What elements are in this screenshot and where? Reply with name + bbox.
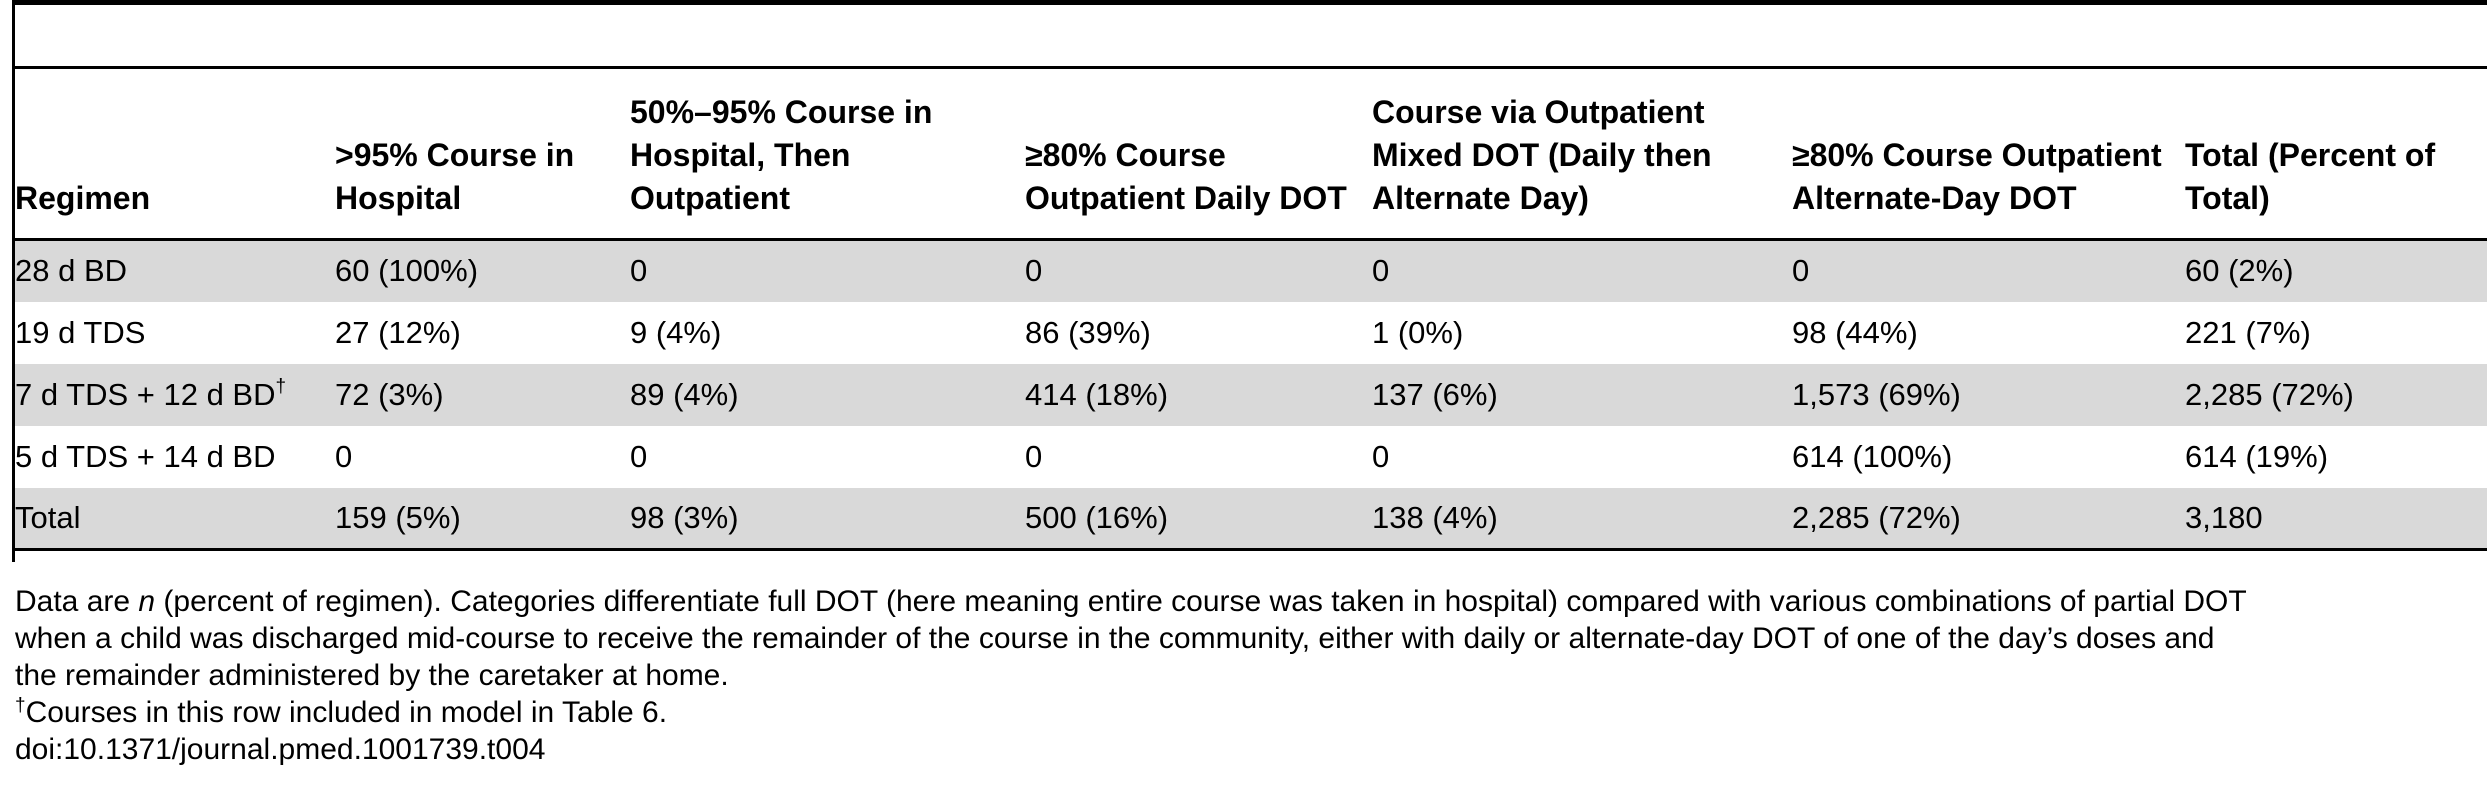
table-cell: 3,180	[2185, 499, 2263, 535]
header-outpatient-daily-dot: ≥80% Course Outpatient Daily DOT	[1025, 137, 1347, 216]
table-row: 5 d TDS + 14 d BD 0 0 0 0 614 (100%) 614…	[15, 426, 2487, 488]
table-cell: 60 (100%)	[335, 253, 479, 289]
header-total: Total (Percent of Total)	[2185, 137, 2436, 216]
doi-link[interactable]: doi:10.1371/journal.pmed.1001739.t004	[15, 733, 546, 766]
header-outpatient-alternate-day-dot: ≥80% Course Outpatient Alternate-Day DOT	[1792, 137, 2162, 216]
table-cell: 60 (2%)	[2185, 253, 2294, 289]
table-cell: 89 (4%)	[630, 376, 739, 412]
table-cell: 614 (19%)	[2185, 438, 2329, 474]
notes-text: Data are	[15, 585, 139, 618]
table-cell: 9 (4%)	[630, 314, 722, 350]
table-header: Regimen >95% Course in Hospital 50%–95% …	[15, 67, 2487, 240]
table-cell: 0	[1025, 438, 1043, 474]
regimen-table: Regimen >95% Course in Hospital 50%–95% …	[15, 66, 2487, 551]
table-cell: 159 (5%)	[335, 499, 461, 535]
table-row: 19 d TDS 27 (12%) 9 (4%) 86 (39%) 1 (0%)…	[15, 302, 2487, 364]
left-border	[12, 0, 15, 562]
regimen-cell: 19 d TDS	[15, 302, 335, 364]
table-cell: 2,285 (72%)	[1792, 499, 1961, 535]
regimen-label: Total	[15, 499, 81, 535]
table-cell: 0	[1792, 253, 1810, 289]
table-cell: 0	[1372, 438, 1390, 474]
table-cell: 614 (100%)	[1792, 438, 1953, 474]
notes-text: (percent of regimen). Categories differe…	[155, 585, 2247, 618]
table-cell: 414 (18%)	[1025, 376, 1169, 412]
table-cell: 98 (44%)	[1792, 314, 1918, 350]
regimen-cell: 28 d BD	[15, 240, 335, 302]
table-cell: 86 (39%)	[1025, 314, 1151, 350]
table-cell: 221 (7%)	[2185, 314, 2311, 350]
table-row: 7 d TDS + 12 d BD† 72 (3%) 89 (4%) 414 (…	[15, 363, 2487, 426]
notes-line-3: the remainder administered by the careta…	[15, 659, 729, 692]
table-cell: 0	[630, 253, 648, 289]
footnote: †Courses in this row included in model i…	[15, 694, 2487, 731]
notes-line-1: Data are n (percent of regimen). Categor…	[15, 583, 2487, 620]
regimen-cell: 7 d TDS + 12 d BD†	[15, 364, 335, 426]
table-cell: 2,285 (72%)	[2185, 376, 2354, 412]
footnote-text: Courses in this row included in model in…	[25, 696, 668, 729]
regimen-label: 5 d TDS + 14 d BD	[15, 438, 276, 474]
table-notes: Data are n (percent of regimen). Categor…	[15, 583, 2487, 768]
table-container: Regimen >95% Course in Hospital 50%–95% …	[15, 66, 2487, 551]
top-border	[12, 0, 2487, 5]
table-row: 28 d BD 60 (100%) 0 0 0 0 60 (2%)	[15, 239, 2487, 302]
table-cell: 1,573 (69%)	[1792, 376, 1961, 412]
footnote-dagger: †	[15, 695, 26, 716]
header-in-hospital: >95% Course in Hospital	[335, 137, 575, 216]
header-hospital-then-outpatient: 50%–95% Course in Hospital, Then Outpati…	[630, 94, 933, 216]
regimen-label: 7 d TDS + 12 d BD	[15, 376, 276, 412]
table-cell: 72 (3%)	[335, 376, 444, 412]
table-cell: 0	[630, 438, 648, 474]
table-cell: 0	[1372, 253, 1390, 289]
regimen-label: 19 d TDS	[15, 314, 146, 350]
regimen-cell: 5 d TDS + 14 d BD	[15, 426, 335, 488]
table-cell: 98 (3%)	[630, 499, 739, 535]
table-cell: 1 (0%)	[1372, 314, 1464, 350]
table-cell: 138 (4%)	[1372, 499, 1498, 535]
header-outpatient-mixed-dot: Course via Outpatient Mixed DOT (Daily t…	[1372, 94, 1712, 216]
header-regimen: Regimen	[15, 180, 151, 216]
notes-line-2: when a child was discharged mid-course t…	[15, 622, 2215, 655]
table-cell: 0	[1025, 253, 1043, 289]
table-cell: 500 (16%)	[1025, 499, 1169, 535]
table-body: 28 d BD 60 (100%) 0 0 0 0 60 (2%) 19 d T…	[15, 239, 2487, 550]
table-cell: 137 (6%)	[1372, 376, 1498, 412]
header-row: Regimen >95% Course in Hospital 50%–95% …	[15, 67, 2487, 240]
table-row: Total 159 (5%) 98 (3%) 500 (16%) 138 (4%…	[15, 487, 2487, 550]
table-cell: 0	[335, 438, 353, 474]
notes-italic-n: n	[138, 585, 156, 618]
table-cell: 27 (12%)	[335, 314, 461, 350]
footnote-dagger: †	[275, 375, 287, 397]
regimen-cell: Total	[15, 488, 335, 550]
regimen-label: 28 d BD	[15, 253, 128, 289]
